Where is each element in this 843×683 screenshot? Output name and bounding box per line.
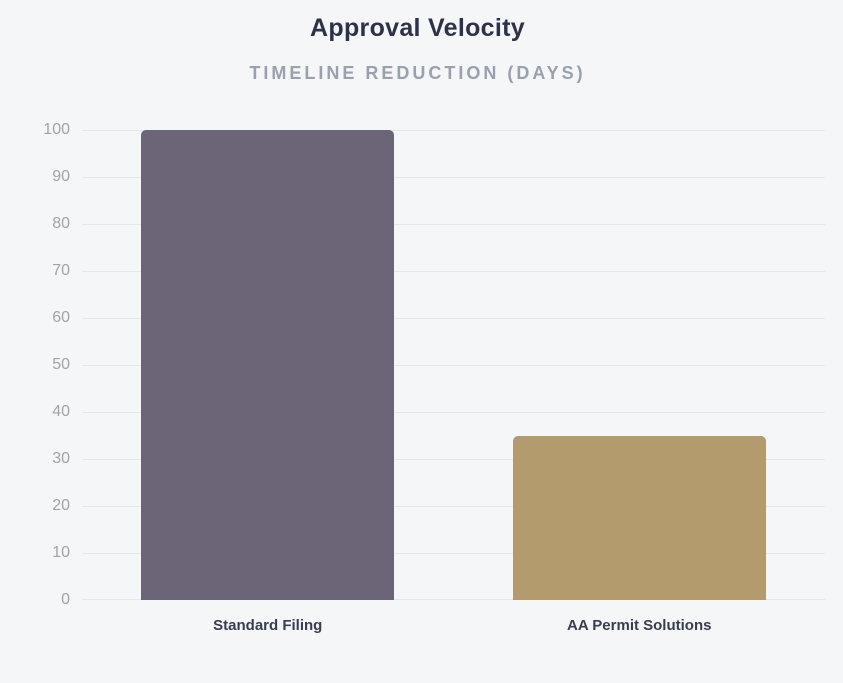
gridline bbox=[82, 130, 825, 131]
gridline bbox=[82, 365, 825, 366]
gridline bbox=[82, 506, 825, 507]
gridline bbox=[82, 599, 825, 600]
bar-aa-permit-solutions bbox=[512, 435, 766, 600]
y-tick-label: 80 bbox=[52, 215, 70, 232]
gridline bbox=[82, 412, 825, 413]
y-tick-label: 60 bbox=[52, 309, 70, 326]
gridline bbox=[82, 271, 825, 272]
y-tick-label: 10 bbox=[52, 544, 70, 561]
y-axis: 0 10 20 30 40 50 60 70 80 90 100 bbox=[10, 122, 82, 608]
gridline bbox=[82, 177, 825, 178]
x-axis-labels: Standard Filing AA Permit Solutions bbox=[82, 600, 825, 634]
x-axis-label: Standard Filing bbox=[213, 617, 323, 634]
y-tick-label: 50 bbox=[52, 356, 70, 373]
y-tick-label: 20 bbox=[52, 497, 70, 514]
y-tick-label: 40 bbox=[52, 403, 70, 420]
gridline bbox=[82, 459, 825, 460]
y-tick-label: 0 bbox=[61, 591, 70, 608]
gridline bbox=[82, 553, 825, 554]
bar-category bbox=[454, 130, 826, 600]
gridline bbox=[82, 224, 825, 225]
bar-chart: 0 10 20 30 40 50 60 70 80 90 100 bbox=[10, 122, 825, 608]
chart-subtitle: TIMELINE REDUCTION (DAYS) bbox=[249, 63, 586, 83]
y-tick-label: 30 bbox=[52, 450, 70, 467]
x-axis-label: AA Permit Solutions bbox=[567, 617, 712, 634]
y-tick-label: 100 bbox=[43, 121, 70, 138]
bar-category bbox=[82, 130, 454, 600]
bar-standard-filing bbox=[141, 130, 395, 600]
chart-title: Approval Velocity bbox=[310, 14, 525, 42]
plot-area bbox=[82, 130, 825, 600]
y-tick-label: 70 bbox=[52, 262, 70, 279]
gridlines bbox=[82, 130, 825, 600]
gridline bbox=[82, 318, 825, 319]
y-tick-label: 90 bbox=[52, 168, 70, 185]
bars bbox=[82, 130, 825, 600]
